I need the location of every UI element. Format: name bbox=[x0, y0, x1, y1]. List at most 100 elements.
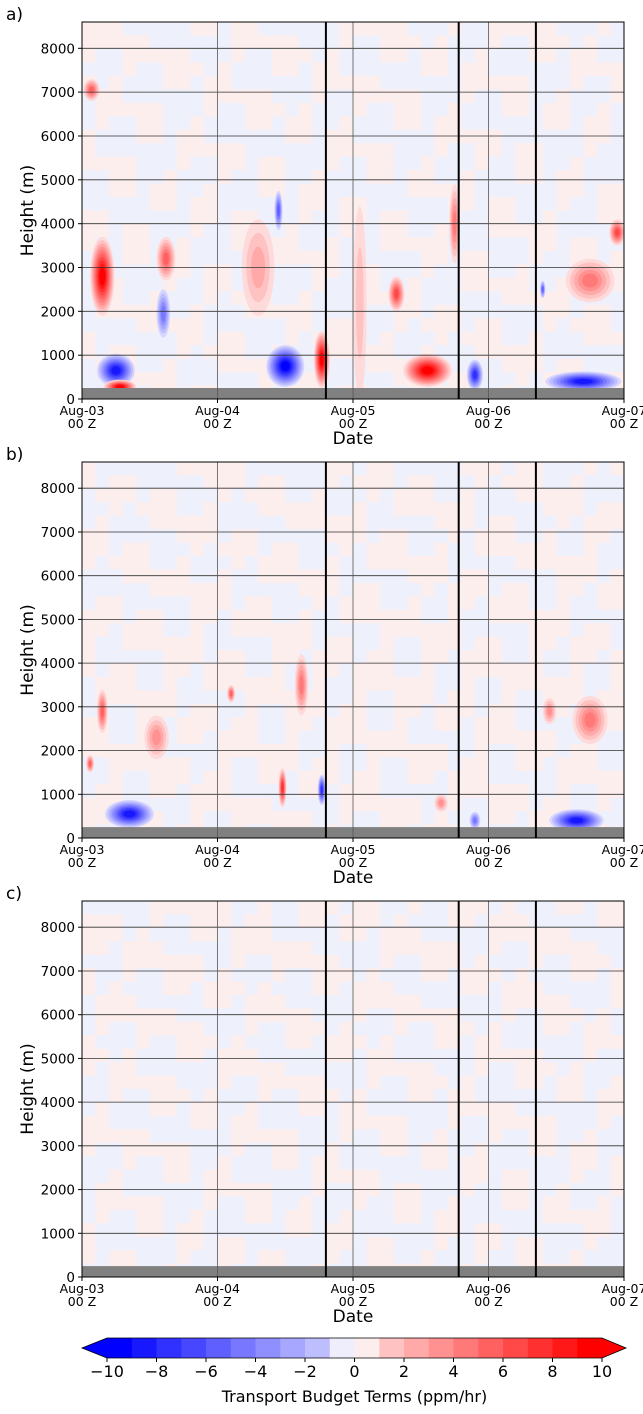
background-cell bbox=[163, 1129, 178, 1144]
background-cell bbox=[596, 475, 612, 490]
background-cell bbox=[190, 102, 205, 117]
background-cell bbox=[258, 475, 273, 490]
background-cell bbox=[163, 102, 178, 117]
background-cell bbox=[244, 596, 259, 611]
background-cell bbox=[380, 954, 395, 969]
background-cell bbox=[203, 690, 219, 705]
background-cell bbox=[190, 636, 205, 651]
background-cell bbox=[610, 1048, 624, 1063]
background-cell bbox=[407, 811, 422, 826]
background-cell bbox=[353, 914, 368, 929]
background-cell bbox=[488, 676, 503, 691]
background-cell bbox=[366, 542, 381, 557]
background-cell bbox=[583, 1021, 598, 1036]
background-cell bbox=[190, 1169, 205, 1184]
y-tick-label: 8000 bbox=[41, 481, 75, 497]
background-cell bbox=[596, 318, 612, 333]
contour-level bbox=[163, 252, 169, 266]
background-cell bbox=[407, 475, 422, 490]
background-cell bbox=[447, 569, 463, 584]
background-cell bbox=[312, 1169, 327, 1184]
background-cell bbox=[339, 35, 354, 50]
background-cell bbox=[515, 1129, 530, 1144]
background-cell bbox=[407, 542, 422, 557]
background-cell bbox=[542, 345, 557, 360]
background-cell bbox=[610, 156, 624, 171]
background-cell bbox=[434, 129, 449, 144]
background-cell bbox=[163, 48, 178, 63]
background-cell bbox=[176, 1115, 192, 1130]
background-cell bbox=[217, 744, 232, 758]
background-cell bbox=[122, 676, 137, 691]
background-cell bbox=[312, 914, 327, 929]
contour-level bbox=[582, 273, 598, 288]
background-cell bbox=[610, 358, 624, 373]
background-cell bbox=[82, 650, 97, 664]
background-cell bbox=[475, 1250, 490, 1265]
background-cell bbox=[109, 1115, 124, 1130]
background-cell bbox=[596, 901, 612, 915]
background-cell bbox=[163, 609, 178, 624]
background-cell bbox=[407, 488, 422, 503]
background-cell bbox=[244, 995, 259, 1009]
background-cell bbox=[217, 156, 232, 171]
background-cell bbox=[122, 156, 137, 171]
background-cell bbox=[596, 210, 612, 225]
background-cell bbox=[610, 569, 624, 584]
background-cell bbox=[447, 717, 463, 732]
background-cell bbox=[203, 1021, 219, 1036]
x-tick-label-date: Aug-07 bbox=[602, 403, 643, 418]
background-cell bbox=[136, 1169, 151, 1184]
background-cell bbox=[325, 1115, 341, 1130]
background-cell bbox=[569, 210, 584, 225]
background-cell bbox=[298, 488, 313, 503]
background-cell bbox=[136, 927, 151, 942]
background-cell bbox=[190, 1156, 205, 1171]
background-cell bbox=[325, 318, 341, 333]
background-cell bbox=[380, 143, 395, 158]
background-cell bbox=[596, 75, 612, 90]
background-cell bbox=[542, 529, 557, 544]
background-cell bbox=[217, 556, 232, 570]
background-cell bbox=[244, 488, 259, 503]
y-tick-label: 0 bbox=[66, 831, 75, 847]
background-cell bbox=[461, 556, 476, 570]
background-cell bbox=[95, 757, 110, 772]
background-cell bbox=[122, 1075, 137, 1090]
background-cell bbox=[407, 237, 422, 252]
background-cell bbox=[339, 22, 354, 37]
background-cell bbox=[407, 784, 422, 799]
background-cell bbox=[569, 529, 584, 544]
background-cell bbox=[393, 102, 408, 117]
colorbar-tick-label: −6 bbox=[194, 1362, 218, 1381]
background-cell bbox=[569, 318, 584, 333]
background-cell bbox=[542, 1129, 557, 1144]
background-cell bbox=[461, 744, 476, 758]
background-cell bbox=[163, 636, 178, 651]
background-cell bbox=[149, 488, 164, 503]
background-cell bbox=[136, 1115, 151, 1130]
background-cell bbox=[515, 372, 530, 387]
background-cell bbox=[339, 1008, 354, 1023]
background-cell bbox=[542, 237, 557, 252]
background-cell bbox=[312, 623, 327, 638]
background-cell bbox=[515, 1089, 530, 1103]
background-cell bbox=[109, 502, 124, 517]
background-cell bbox=[380, 1075, 395, 1090]
background-cell bbox=[176, 502, 192, 517]
background-cell bbox=[339, 784, 354, 799]
background-cell bbox=[353, 609, 368, 624]
background-cell bbox=[475, 703, 490, 718]
background-cell bbox=[325, 116, 341, 131]
background-cell bbox=[515, 676, 530, 691]
background-cell bbox=[434, 116, 449, 131]
background-cell bbox=[339, 345, 354, 360]
background-cell bbox=[109, 75, 124, 90]
background-cell bbox=[420, 995, 435, 1009]
background-cell bbox=[393, 676, 408, 691]
background-cell bbox=[285, 770, 300, 785]
background-cell bbox=[475, 224, 490, 239]
background-cell bbox=[136, 502, 151, 517]
background-cell bbox=[610, 556, 624, 570]
background-cell bbox=[556, 744, 571, 758]
